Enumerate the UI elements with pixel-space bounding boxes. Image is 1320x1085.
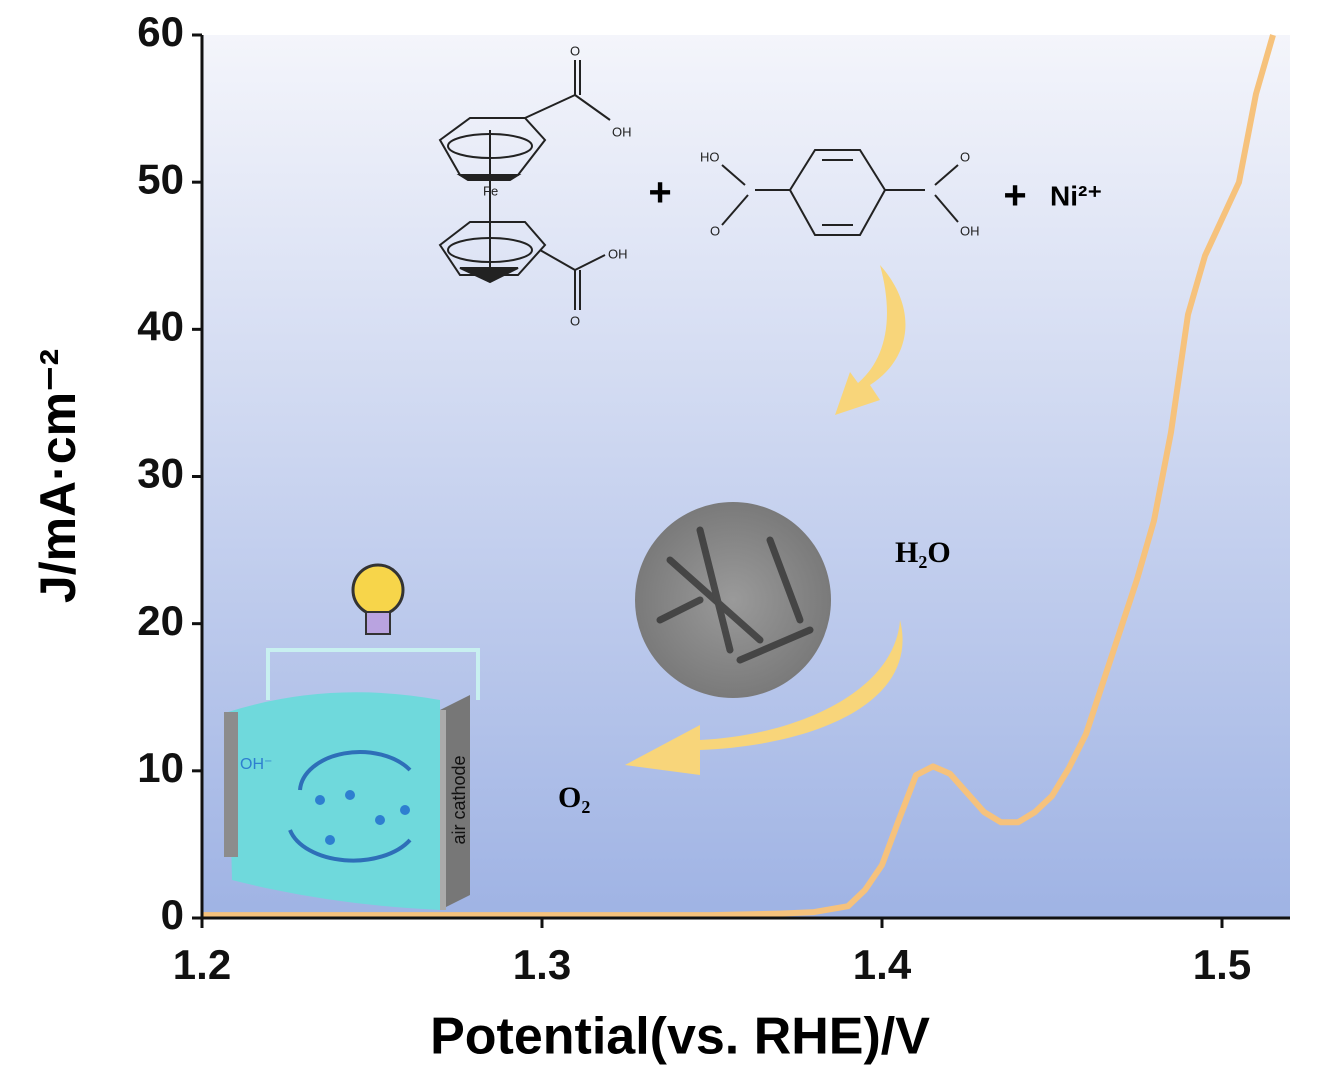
arrow xyxy=(625,620,903,775)
structure-label: O xyxy=(570,313,580,328)
annotation: OH⁻ xyxy=(240,756,272,773)
y-tick-label: 30 xyxy=(137,450,184,497)
y-tick-label: 60 xyxy=(137,8,184,55)
arrow xyxy=(835,265,906,415)
structure-label: O xyxy=(570,43,580,58)
y-tick-label: 0 xyxy=(161,891,184,938)
annotation: + xyxy=(1003,174,1026,218)
x-tick-label: 1.5 xyxy=(1193,941,1251,988)
terephthalic-structure xyxy=(721,149,959,236)
y-tick-label: 40 xyxy=(137,302,184,349)
annotation: O₂ xyxy=(558,781,590,814)
ferrocene-structure xyxy=(438,60,611,310)
x-tick-label: 1.2 xyxy=(173,941,231,988)
y-tick-label: 10 xyxy=(137,744,184,791)
x-axis-label: Potential(vs. RHE)/V xyxy=(430,1008,930,1066)
battery-illustration xyxy=(224,563,480,910)
structure-label: OH xyxy=(608,246,628,261)
structure-label: O xyxy=(710,223,720,238)
structure-label: HO xyxy=(700,149,720,164)
data-line xyxy=(202,34,1276,919)
structure-label: O xyxy=(960,149,970,164)
tem-texture xyxy=(656,526,814,664)
x-tick-label: 1.3 xyxy=(513,941,571,988)
annotation: Ni²⁺ xyxy=(1050,180,1102,211)
structure-label: Fe xyxy=(483,183,498,198)
x-tick-label: 1.4 xyxy=(853,941,912,988)
structure-label: OH xyxy=(612,124,632,139)
y-axis-label: J/mA·cm⁻² xyxy=(30,349,86,603)
annotation: air cathode xyxy=(449,755,469,844)
structure-label: OH xyxy=(960,223,980,238)
tem-image xyxy=(635,502,831,698)
y-tick-label: 50 xyxy=(137,155,184,202)
annotation: H₂O xyxy=(895,536,951,569)
annotation: + xyxy=(648,171,671,215)
y-tick-label: 20 xyxy=(137,597,184,644)
